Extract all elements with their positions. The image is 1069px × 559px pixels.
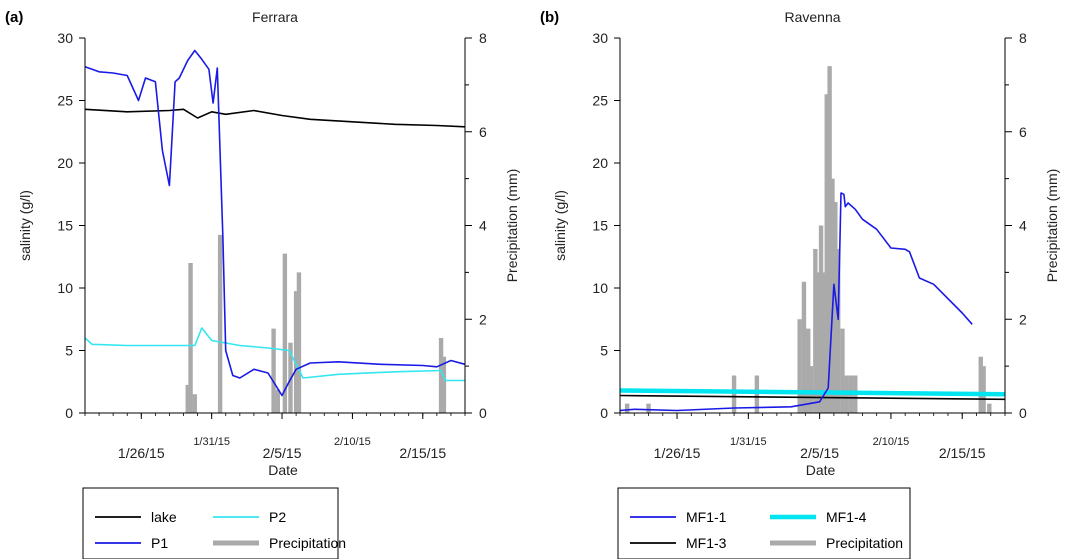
series-line-p1	[84, 49, 466, 397]
precipitation-bar	[192, 394, 197, 413]
precipitation-bar	[188, 263, 193, 413]
chart-title: Ravenna	[784, 9, 840, 25]
x-tick-label: 1/31/15	[730, 436, 767, 448]
legend-box	[82, 487, 339, 559]
x-tick-label: 2/5/15	[800, 445, 839, 461]
y2-axis-title: Precipitation (mm)	[504, 169, 520, 283]
series-line-lake	[84, 108, 466, 128]
x-tick-label: 2/10/15	[873, 436, 910, 448]
precipitation-bar	[833, 202, 838, 413]
legend-label: MF1-3	[686, 535, 727, 551]
precipitation-bar	[978, 356, 983, 413]
precipitation-bar	[808, 366, 814, 413]
precipitation-bar	[296, 272, 302, 413]
x-tick-label: 2/5/15	[263, 445, 302, 461]
precipitation-bar	[840, 328, 845, 413]
y2-tick-label: 0	[1019, 405, 1027, 421]
precipitation-bar	[293, 291, 299, 413]
y2-axis-title: Precipitation (mm)	[1044, 169, 1060, 283]
precipitation-bar	[271, 328, 276, 413]
precipitation-bar	[813, 248, 818, 413]
series-line-mf1-4	[619, 388, 1006, 397]
chart-panel-1: (a) Ferrara 0 5 10 15 20 25 30 0 2 4 6 8 1/26/15 1/31/1…	[5, 9, 520, 559]
precipitation-bar	[830, 178, 835, 413]
precipitation-bar	[731, 375, 737, 413]
y-tick-label: 10	[57, 280, 73, 296]
chart-title: Ferrara	[252, 9, 298, 25]
precipitation-bar	[818, 225, 824, 413]
legend-label: P1	[151, 535, 168, 551]
precipitation-bar	[801, 281, 807, 413]
precipitation-bar	[827, 66, 832, 413]
x-tick-label: 2/15/15	[939, 445, 986, 461]
y-tick-label: 25	[592, 93, 608, 109]
precipitation-bar	[797, 319, 802, 413]
x-tick-label: 1/26/15	[654, 445, 701, 461]
precipitation-bar	[438, 338, 444, 413]
precipitation-bar	[987, 403, 992, 413]
precipitation-bar	[981, 366, 986, 413]
chart-panel-2: (b) Ravenna 0 5 10 15 20 25 30 0 2 4 6 8 1/26/15 1/31/1…	[540, 9, 1060, 559]
x-axis-title: Date	[806, 462, 836, 478]
precipitation-bar	[835, 248, 841, 413]
y2-tick-label: 8	[1019, 30, 1027, 46]
legend-label: Precipitation	[269, 535, 346, 551]
precipitation-bar	[185, 384, 190, 413]
y-tick-label: 20	[592, 155, 608, 171]
y2-tick-label: 0	[479, 405, 487, 421]
legend-label: lake	[151, 509, 177, 525]
y-tick-label: 0	[600, 405, 608, 421]
precipitation-bar	[441, 356, 447, 413]
y-tick-label: 30	[592, 30, 608, 46]
precipitation-bar	[806, 328, 811, 413]
y-tick-label: 25	[57, 93, 73, 109]
series-line-mf1-3	[619, 394, 1006, 401]
x-tick-label: 2/10/15	[334, 436, 371, 448]
y-tick-label: 5	[600, 343, 608, 359]
precipitation-bar	[754, 375, 760, 413]
y2-tick-label: 6	[479, 124, 487, 140]
legend-label: MF1-4	[826, 509, 867, 525]
x-axis-title: Date	[268, 462, 298, 478]
y-tick-label: 30	[57, 30, 73, 46]
y2-tick-label: 6	[1019, 124, 1027, 140]
y2-tick-label: 4	[1019, 218, 1027, 234]
y-axis-title: salinity (g/l)	[552, 190, 568, 261]
x-tick-label: 2/15/15	[399, 445, 446, 461]
legend-label: MF1-1	[686, 509, 727, 525]
precipitation-bar	[275, 389, 281, 413]
y-tick-label: 20	[57, 155, 73, 171]
precipitation-bar	[282, 253, 288, 413]
legend-box	[617, 487, 911, 559]
y2-tick-label: 4	[479, 218, 487, 234]
y2-tick-label: 8	[479, 30, 487, 46]
y-tick-label: 0	[65, 405, 73, 421]
y-tick-label: 15	[57, 218, 73, 234]
legend-label: P2	[269, 509, 286, 525]
series-line-p2	[84, 327, 465, 382]
y-axis-title: salinity (g/l)	[17, 190, 33, 261]
precipitation-bar	[821, 272, 827, 413]
precipitation-bar	[824, 94, 829, 413]
precipitation-bar	[217, 234, 223, 413]
series-line-mf1-1	[619, 192, 973, 412]
y2-tick-label: 2	[479, 311, 487, 327]
legend-label: Precipitation	[826, 535, 903, 551]
precipitation-bar	[624, 403, 630, 413]
precipitation-bar	[816, 272, 821, 413]
precipitation-bar	[646, 403, 651, 413]
panel-letter: (a)	[5, 9, 23, 26]
x-tick-label: 1/26/15	[118, 445, 165, 461]
y2-tick-label: 2	[1019, 311, 1027, 327]
x-tick-label: 1/31/15	[193, 436, 230, 448]
y-tick-label: 10	[592, 280, 608, 296]
panel-letter: (b)	[540, 9, 559, 26]
y-tick-label: 15	[592, 218, 608, 234]
y-tick-label: 5	[65, 343, 73, 359]
